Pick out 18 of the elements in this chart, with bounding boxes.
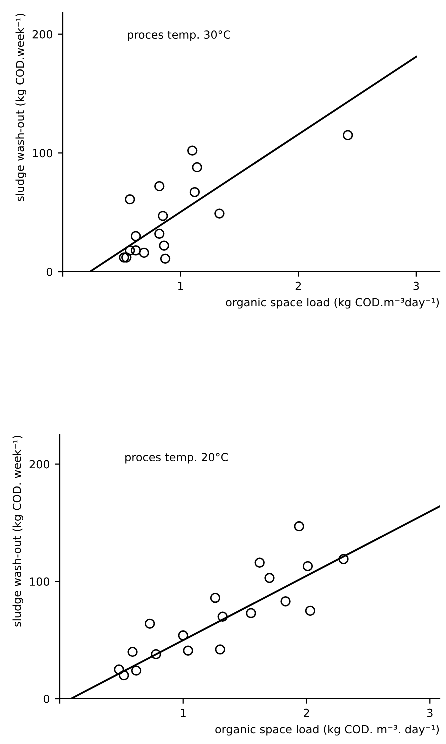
x-tick-label: 3 xyxy=(414,282,420,290)
y-tick-label: 200 xyxy=(32,30,53,39)
annotation: proces temp. 30°C xyxy=(128,30,231,42)
x-tick-label: 2 xyxy=(296,282,302,290)
annotation: proces temp. 20°C xyxy=(126,453,228,464)
y-axis-title: sludge wash-out (kg COD.week⁻¹) xyxy=(16,14,27,202)
x-tick-label: 2 xyxy=(304,708,310,718)
x-tick-label: 1 xyxy=(181,709,186,718)
y-tick-label: 100 xyxy=(33,149,53,158)
y-tick-label: 100 xyxy=(30,578,50,586)
y-tick-label: 200 xyxy=(30,460,50,469)
y-axis-title: sludge wash-out (kg COD. week⁻¹) xyxy=(12,436,24,627)
x-tick-label: 1 xyxy=(178,282,184,290)
x-axis-title: organic space load (kg COD. m⁻³. day⁻¹) xyxy=(216,725,440,736)
y-tick-label: 0 xyxy=(44,694,50,704)
y-tick-label: 0 xyxy=(46,268,53,276)
x-tick-label: 3 xyxy=(427,708,433,718)
x-axis-title: organic space load (kg COD.m⁻³day⁻¹) xyxy=(226,298,440,309)
